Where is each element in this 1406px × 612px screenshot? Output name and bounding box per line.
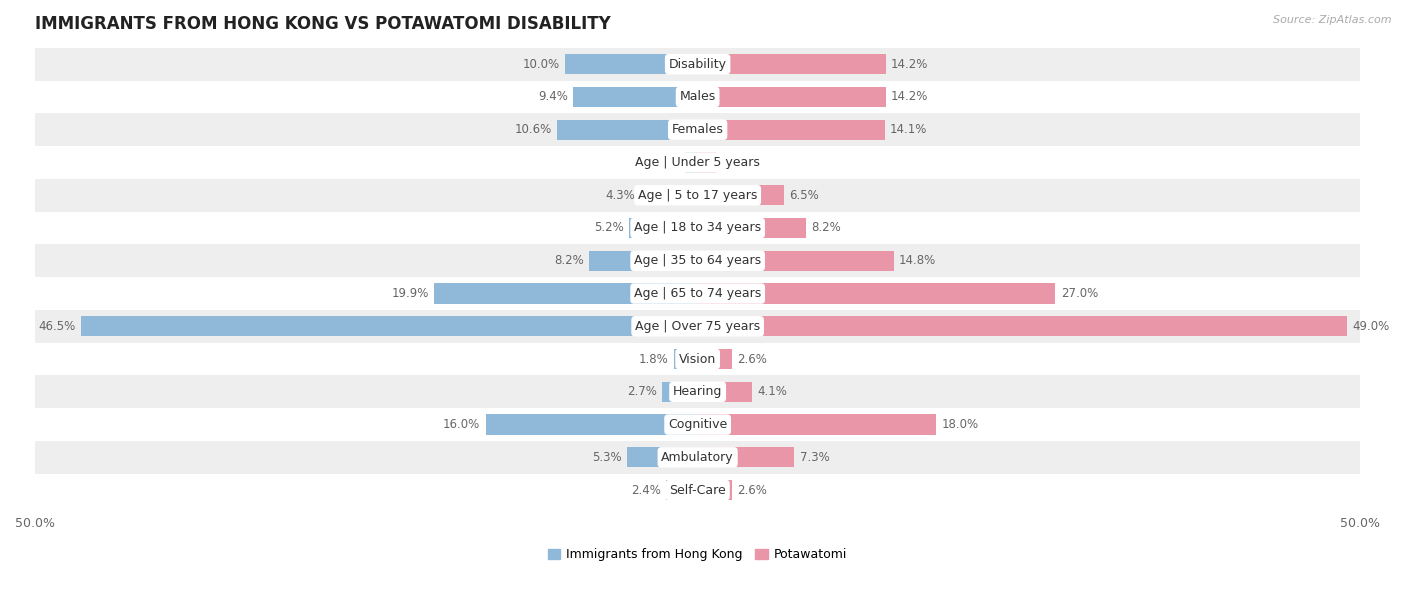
Bar: [697, 119, 884, 140]
Bar: [35, 343, 1360, 375]
Text: 14.8%: 14.8%: [898, 254, 936, 267]
Bar: [565, 54, 697, 74]
Text: 14.1%: 14.1%: [890, 123, 927, 136]
Bar: [697, 316, 1347, 337]
Bar: [666, 480, 697, 500]
Text: IMMIGRANTS FROM HONG KONG VS POTAWATOMI DISABILITY: IMMIGRANTS FROM HONG KONG VS POTAWATOMI …: [35, 15, 610, 33]
Bar: [697, 152, 716, 173]
Legend: Immigrants from Hong Kong, Potawatomi: Immigrants from Hong Kong, Potawatomi: [543, 543, 852, 566]
Bar: [82, 316, 697, 337]
Text: 18.0%: 18.0%: [942, 418, 979, 431]
Bar: [35, 408, 1360, 441]
Text: 8.2%: 8.2%: [554, 254, 583, 267]
Bar: [574, 87, 697, 107]
Text: Source: ZipAtlas.com: Source: ZipAtlas.com: [1274, 15, 1392, 25]
Text: Age | Under 5 years: Age | Under 5 years: [636, 156, 761, 169]
Bar: [641, 185, 697, 206]
Text: Age | 5 to 17 years: Age | 5 to 17 years: [638, 188, 758, 202]
Bar: [628, 218, 697, 238]
Text: 4.1%: 4.1%: [758, 386, 787, 398]
Text: 19.9%: 19.9%: [391, 287, 429, 300]
Bar: [673, 349, 697, 369]
Text: 6.5%: 6.5%: [789, 188, 818, 202]
Bar: [35, 146, 1360, 179]
Bar: [697, 447, 794, 468]
Bar: [35, 113, 1360, 146]
Text: Cognitive: Cognitive: [668, 418, 727, 431]
Text: Age | 65 to 74 years: Age | 65 to 74 years: [634, 287, 761, 300]
Bar: [697, 250, 894, 271]
Text: 7.3%: 7.3%: [800, 451, 830, 464]
Bar: [35, 474, 1360, 507]
Bar: [697, 87, 886, 107]
Text: 14.2%: 14.2%: [891, 91, 928, 103]
Text: 16.0%: 16.0%: [443, 418, 481, 431]
Text: 2.4%: 2.4%: [631, 483, 661, 496]
Bar: [589, 250, 697, 271]
Text: 1.8%: 1.8%: [638, 353, 668, 365]
Text: 4.3%: 4.3%: [606, 188, 636, 202]
Text: 1.4%: 1.4%: [721, 156, 751, 169]
Text: 10.6%: 10.6%: [515, 123, 553, 136]
Text: Vision: Vision: [679, 353, 716, 365]
Bar: [685, 152, 697, 173]
Text: 27.0%: 27.0%: [1060, 287, 1098, 300]
Text: Disability: Disability: [669, 58, 727, 70]
Text: 46.5%: 46.5%: [39, 320, 76, 333]
Bar: [697, 414, 936, 435]
Bar: [697, 54, 886, 74]
Bar: [697, 382, 752, 402]
Bar: [662, 382, 697, 402]
Text: 14.2%: 14.2%: [891, 58, 928, 70]
Bar: [627, 447, 697, 468]
Text: Age | Over 75 years: Age | Over 75 years: [636, 320, 761, 333]
Bar: [35, 179, 1360, 212]
Bar: [35, 277, 1360, 310]
Bar: [697, 349, 733, 369]
Text: Self-Care: Self-Care: [669, 483, 725, 496]
Text: Females: Females: [672, 123, 724, 136]
Text: 2.6%: 2.6%: [737, 483, 768, 496]
Text: Age | 35 to 64 years: Age | 35 to 64 years: [634, 254, 761, 267]
Bar: [697, 283, 1056, 304]
Bar: [35, 244, 1360, 277]
Bar: [35, 375, 1360, 408]
Bar: [697, 480, 733, 500]
Bar: [697, 185, 783, 206]
Bar: [697, 218, 806, 238]
Bar: [485, 414, 697, 435]
Text: 10.0%: 10.0%: [523, 58, 560, 70]
Text: 2.6%: 2.6%: [737, 353, 768, 365]
Bar: [35, 310, 1360, 343]
Bar: [35, 212, 1360, 244]
Text: 2.7%: 2.7%: [627, 386, 657, 398]
Text: Ambulatory: Ambulatory: [661, 451, 734, 464]
Bar: [35, 81, 1360, 113]
Bar: [557, 119, 697, 140]
Text: 5.3%: 5.3%: [592, 451, 621, 464]
Text: 0.95%: 0.95%: [643, 156, 679, 169]
Text: 5.2%: 5.2%: [593, 222, 623, 234]
Text: 9.4%: 9.4%: [538, 91, 568, 103]
Bar: [35, 441, 1360, 474]
Text: 8.2%: 8.2%: [811, 222, 841, 234]
Text: Males: Males: [679, 91, 716, 103]
Bar: [434, 283, 697, 304]
Text: Age | 18 to 34 years: Age | 18 to 34 years: [634, 222, 761, 234]
Text: 49.0%: 49.0%: [1353, 320, 1389, 333]
Bar: [35, 48, 1360, 81]
Text: Hearing: Hearing: [673, 386, 723, 398]
